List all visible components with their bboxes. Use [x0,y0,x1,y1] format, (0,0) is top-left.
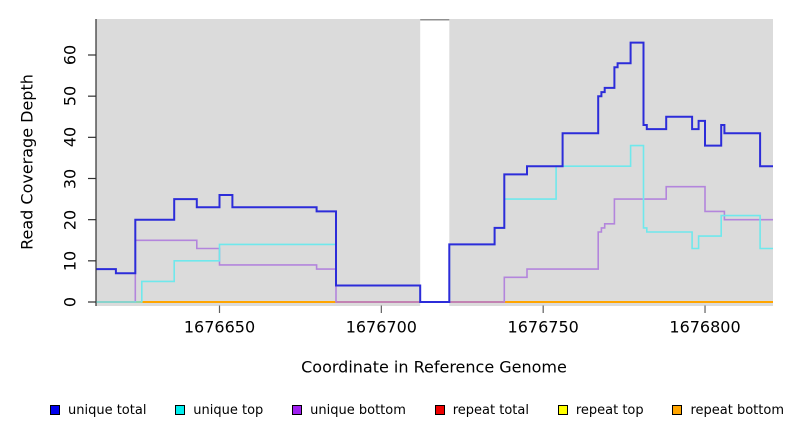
series-unique-bottom [96,185,773,303]
series-unique-top [96,144,773,303]
x-tick-label: 1676800 [669,317,741,337]
y-tick-label: 50 [60,85,80,107]
y-tick-label: 30 [60,168,80,189]
y-tick-label: 0 [60,296,80,308]
legend-swatch-unique-bottom [292,405,303,415]
y-tick-label: 60 [60,44,80,66]
legend-item-unique-bottom: unique bottom [292,403,406,418]
x-axis-title: Coordinate in Reference Genome [301,357,567,377]
y-tick-label: 20 [60,209,80,230]
legend-swatch-repeat-top [557,405,568,415]
legend-item-repeat-total: repeat total [434,402,529,418]
legend-item-unique-top: unique top [175,403,263,418]
legend-swatch-unique-top [175,405,186,415]
y-axis-title: Read Coverage Depth [17,74,37,250]
legend-swatch-repeat-bottom [672,405,683,415]
legend-item-unique-total: unique total [50,403,146,418]
x-tick-label: 1676650 [183,317,256,337]
legend-label: repeat top [575,402,644,418]
series-unique-total [96,41,773,303]
legend-label: repeat total [452,402,529,418]
x-tick-label: 1676700 [345,317,417,337]
legend-swatch-repeat-total [434,405,445,415]
legend-label: unique bottom [310,402,406,418]
legend: unique total unique top unique bottom repea… [50,399,784,421]
legend-item-repeat-top: repeat top [557,402,644,418]
legend-item-repeat-bottom: repeat bottom [672,403,784,418]
gap-band [420,19,450,306]
legend-label: unique total [68,402,147,418]
legend-label: repeat bottom [690,402,784,418]
x-tick-label: 1676750 [507,317,579,337]
legend-label: unique top [193,402,264,418]
legend-swatch-unique-total [50,405,60,415]
y-tick-label: 40 [60,127,80,148]
y-tick-label: 10 [60,250,80,272]
